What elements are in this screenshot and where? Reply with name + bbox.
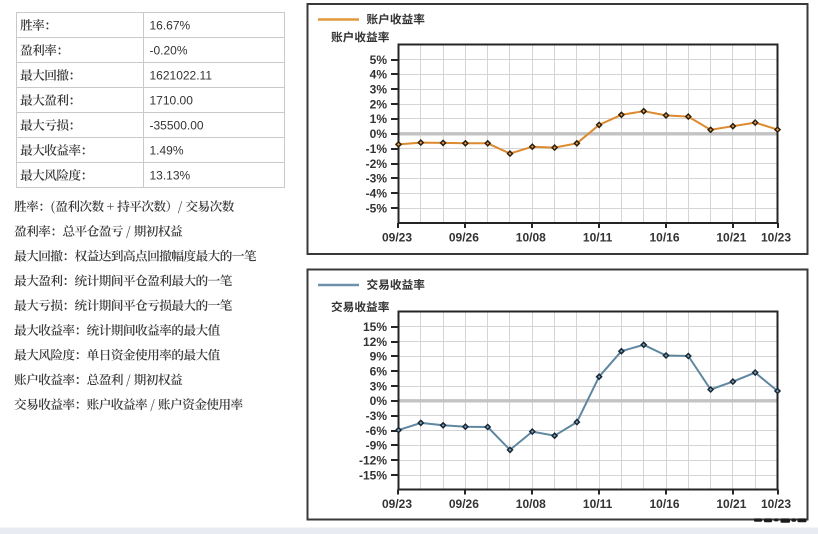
svg-text:-5%: -5%	[366, 202, 388, 216]
svg-text:1%: 1%	[370, 112, 388, 126]
svg-text:09/26: 09/26	[449, 230, 479, 244]
svg-text:6%: 6%	[370, 365, 388, 379]
svg-text:-3%: -3%	[366, 172, 388, 186]
svg-text:-12%: -12%	[359, 454, 387, 468]
svg-text:-3%: -3%	[366, 409, 388, 423]
svg-text:1710.00: 1710.00	[150, 93, 194, 107]
svg-text:10/16: 10/16	[649, 230, 679, 244]
svg-text:13.13%: 13.13%	[150, 168, 191, 182]
svg-text:09/23: 09/23	[382, 497, 412, 511]
svg-text:10/23: 10/23	[761, 230, 791, 244]
svg-text:10/21: 10/21	[716, 230, 746, 244]
svg-text:-0.20%: -0.20%	[150, 43, 188, 57]
svg-text:10/16: 10/16	[649, 497, 679, 511]
svg-text:-15%: -15%	[359, 468, 387, 482]
svg-text:5%: 5%	[370, 53, 388, 67]
svg-text:1.49%: 1.49%	[150, 143, 184, 157]
svg-text:0%: 0%	[370, 394, 388, 408]
svg-text:10/11: 10/11	[583, 230, 613, 244]
svg-text:10/11: 10/11	[583, 497, 613, 511]
svg-text:15%: 15%	[363, 320, 387, 334]
svg-text:-4%: -4%	[366, 187, 388, 201]
svg-text:3%: 3%	[370, 83, 388, 97]
svg-text:-1%: -1%	[366, 142, 388, 156]
svg-text:16.67%: 16.67%	[150, 18, 191, 32]
svg-text:9%: 9%	[370, 350, 388, 364]
svg-text:-2%: -2%	[366, 157, 388, 171]
svg-text:12%: 12%	[363, 335, 387, 349]
svg-text:10/23: 10/23	[761, 497, 791, 511]
svg-text:09/23: 09/23	[382, 230, 412, 244]
svg-text:3%: 3%	[370, 379, 388, 393]
svg-text:10/08: 10/08	[516, 230, 546, 244]
svg-text:09/26: 09/26	[449, 497, 479, 511]
svg-text:-9%: -9%	[366, 439, 388, 453]
svg-text:10/21: 10/21	[716, 497, 746, 511]
svg-text:4%: 4%	[370, 68, 388, 82]
svg-text:1621022.11: 1621022.11	[150, 68, 213, 82]
svg-text:10/08: 10/08	[516, 497, 546, 511]
svg-text:2%: 2%	[370, 97, 388, 111]
svg-text:-35500.00: -35500.00	[150, 118, 204, 132]
svg-text:0%: 0%	[370, 127, 388, 141]
svg-text:-6%: -6%	[366, 424, 388, 438]
